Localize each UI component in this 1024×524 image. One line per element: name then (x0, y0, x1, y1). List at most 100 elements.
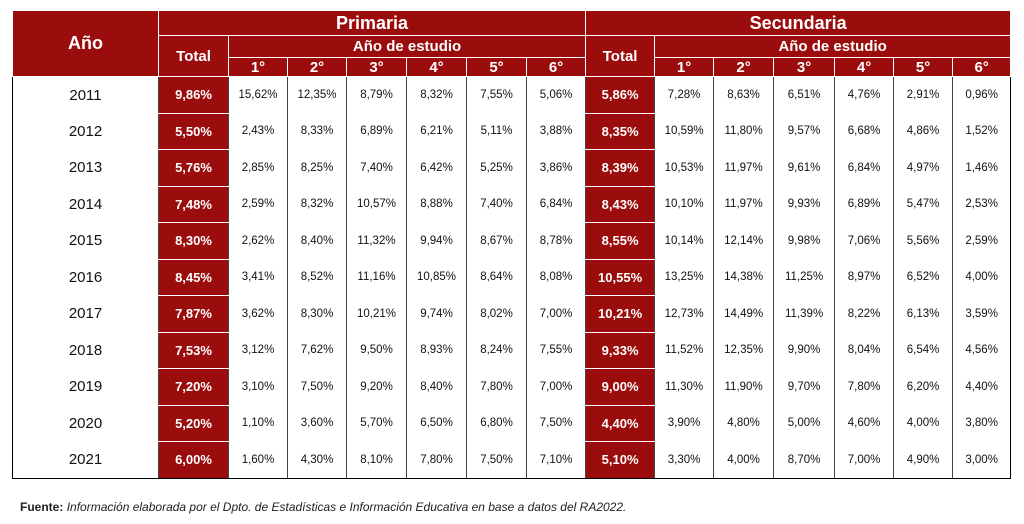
total-cell: 4,40% (585, 405, 655, 442)
value-cell: 6,84% (525, 186, 586, 223)
value-cell: 11,32% (346, 222, 407, 259)
total-cell: 5,86% (585, 76, 655, 114)
value-cell: 11,97% (713, 149, 774, 186)
value-cell: 3,30% (654, 441, 714, 479)
study-header: Año de estudio (227, 35, 587, 58)
value-cell: 2,62% (228, 222, 288, 259)
value-cell: 0,96% (952, 76, 1012, 113)
value-cell: 7,10% (525, 441, 586, 479)
value-cell: 6,68% (834, 113, 894, 150)
value-cell: 8,78% (525, 222, 586, 259)
value-cell: 10,21% (346, 295, 407, 332)
value-cell: 7,00% (525, 295, 586, 332)
total-cell: 7,87% (158, 295, 229, 333)
total-cell: 8,45% (158, 259, 229, 296)
total-cell: 9,86% (158, 76, 229, 114)
grade-header: 1° (654, 57, 715, 77)
grade-header: 3° (346, 57, 407, 77)
value-cell: 10,85% (406, 259, 467, 296)
year-cell: 2017 (12, 295, 159, 332)
total-header: Total (158, 35, 229, 77)
value-cell: 4,60% (834, 405, 894, 442)
value-cell: 3,88% (525, 113, 586, 150)
year-cell: 2013 (12, 149, 159, 186)
value-cell: 7,80% (406, 441, 467, 479)
value-cell: 5,00% (773, 405, 835, 442)
value-cell: 8,79% (346, 76, 407, 113)
value-cell: 1,60% (228, 441, 288, 479)
value-cell: 4,40% (952, 368, 1012, 405)
total-cell: 8,30% (158, 222, 229, 260)
group-header: Primaria (157, 10, 587, 36)
grade-header: 6° (952, 57, 1012, 77)
value-cell: 7,50% (525, 405, 586, 442)
year-cell: 2020 (12, 405, 159, 442)
value-cell: 8,08% (525, 259, 586, 296)
value-cell: 4,80% (713, 405, 774, 442)
value-cell: 3,59% (952, 295, 1012, 332)
value-cell: 8,22% (834, 295, 894, 332)
value-cell: 8,04% (834, 332, 894, 369)
grade-header: 2° (287, 57, 347, 77)
value-cell: 10,53% (654, 149, 714, 186)
value-cell: 3,10% (228, 368, 288, 405)
value-cell: 6,89% (346, 113, 407, 150)
value-cell: 11,39% (773, 295, 835, 332)
value-cell: 6,50% (406, 405, 467, 442)
value-cell: 6,13% (893, 295, 953, 332)
total-cell: 8,55% (585, 222, 655, 260)
value-cell: 8,10% (346, 441, 407, 479)
grade-header: 2° (713, 57, 775, 77)
total-cell: 9,00% (585, 368, 655, 406)
value-cell: 8,30% (287, 295, 347, 332)
value-cell: 10,10% (654, 186, 714, 223)
value-cell: 6,54% (893, 332, 953, 369)
row: 2014 7,48% 2,59% 8,32% 10,57% 8,88% 7,40% 6,84%… (12, 186, 1012, 223)
value-cell: 10,14% (654, 222, 714, 259)
row: 2020 5,20% 1,10% 3,60% 5,70% 6,50% 6,80% 7,50% 4… (12, 405, 1012, 442)
value-cell: 9,70% (773, 368, 835, 405)
value-cell: 11,16% (346, 259, 407, 296)
year-cell: 2014 (12, 186, 159, 223)
total-cell: 8,43% (585, 186, 655, 223)
footer-label: Fuente: (20, 500, 64, 514)
row: 2016 8,45% 3,41% 8,52% 11,16% 10,85% 8,64% 8,08… (12, 259, 1012, 296)
value-cell: 2,85% (228, 149, 288, 186)
value-cell: 7,28% (654, 76, 714, 113)
value-cell: 5,70% (346, 405, 407, 442)
total-cell: 5,10% (585, 441, 655, 479)
total-cell: 10,55% (585, 259, 655, 296)
value-cell: 10,57% (346, 186, 407, 223)
value-cell: 5,25% (466, 149, 527, 186)
total-header: Total (585, 35, 656, 77)
total-cell: 5,20% (158, 405, 229, 442)
value-cell: 14,38% (713, 259, 774, 296)
value-cell: 7,62% (287, 332, 347, 369)
value-cell: 13,25% (654, 259, 714, 296)
value-cell: 10,59% (654, 113, 714, 150)
value-cell: 8,02% (466, 295, 527, 332)
total-cell: 8,39% (585, 149, 655, 187)
value-cell: 12,14% (713, 222, 774, 259)
table: Año Primaria Secundaria Total Año de est… (12, 10, 1012, 479)
value-cell: 1,10% (228, 405, 288, 442)
value-cell: 3,41% (228, 259, 288, 296)
value-cell: 4,56% (952, 332, 1012, 369)
value-cell: 8,63% (713, 76, 774, 113)
total-cell: 8,35% (585, 113, 655, 150)
value-cell: 9,20% (346, 368, 407, 405)
value-cell: 9,50% (346, 332, 407, 369)
total-cell: 5,50% (158, 113, 229, 150)
value-cell: 6,51% (773, 76, 835, 113)
row: 2013 5,76% 2,85% 8,25% 7,40% 6,42% 5,25% 3,86% 8… (12, 149, 1012, 187)
value-cell: 9,74% (406, 295, 467, 332)
value-cell: 3,80% (952, 405, 1012, 442)
value-cell: 11,90% (713, 368, 774, 405)
value-cell: 9,93% (773, 186, 835, 223)
row: 2011 9,86% 15,62% 12,35% 8,79% 8,32% 7,55% 5,06… (12, 76, 1012, 114)
grade-header: 5° (893, 57, 954, 77)
value-cell: 6,89% (834, 186, 894, 223)
footer-text: Información elaborada por el Dpto. de Es… (66, 500, 627, 514)
value-cell: 8,32% (287, 186, 347, 223)
value-cell: 11,97% (713, 186, 774, 223)
